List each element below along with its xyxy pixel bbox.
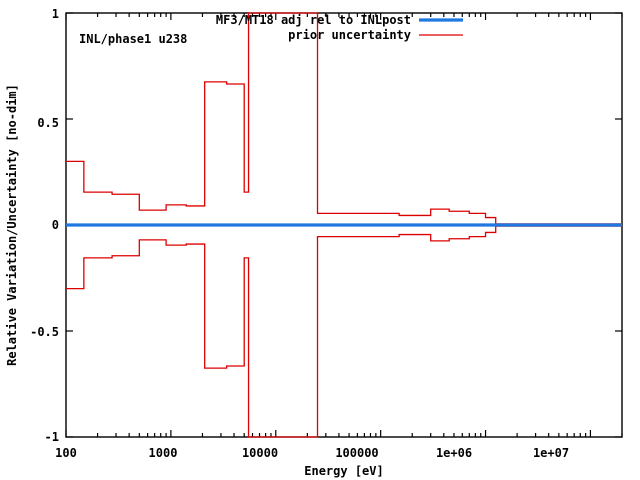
ytick-label-0_5: 0.5 bbox=[37, 116, 59, 130]
x-axis-title: Energy [eV] bbox=[304, 464, 383, 478]
prior-uncertainty-band bbox=[66, 12, 622, 438]
ytick-label-m1: -1 bbox=[45, 430, 59, 444]
legend-label-adjustment: MF3/MT18 adj rel to INLpost bbox=[216, 13, 411, 27]
series-annotation: INL/phase1 u238 bbox=[79, 32, 187, 46]
xtick-label-1e6: 1e+06 bbox=[436, 446, 472, 460]
ytick-label-1: 1 bbox=[52, 7, 59, 21]
legend-label-uncertainty: prior uncertainty bbox=[288, 28, 411, 42]
ytick-label-0: 0 bbox=[52, 218, 59, 232]
xtick-label-10000: 10000 bbox=[242, 446, 278, 460]
xtick-label-1000: 1000 bbox=[149, 446, 178, 460]
ytick-label-m0_5: -0.5 bbox=[30, 325, 59, 339]
xtick-label-1e7: 1e+07 bbox=[533, 446, 569, 460]
xtick-label-100: 100 bbox=[55, 446, 77, 460]
uncertainty-lower-step bbox=[66, 225, 622, 438]
xtick-label-100000: 100000 bbox=[335, 446, 378, 460]
uncertainty-upper-step bbox=[66, 12, 622, 225]
y-axis-title: Relative Variation/Uncertainty [no-dim] bbox=[5, 84, 19, 366]
